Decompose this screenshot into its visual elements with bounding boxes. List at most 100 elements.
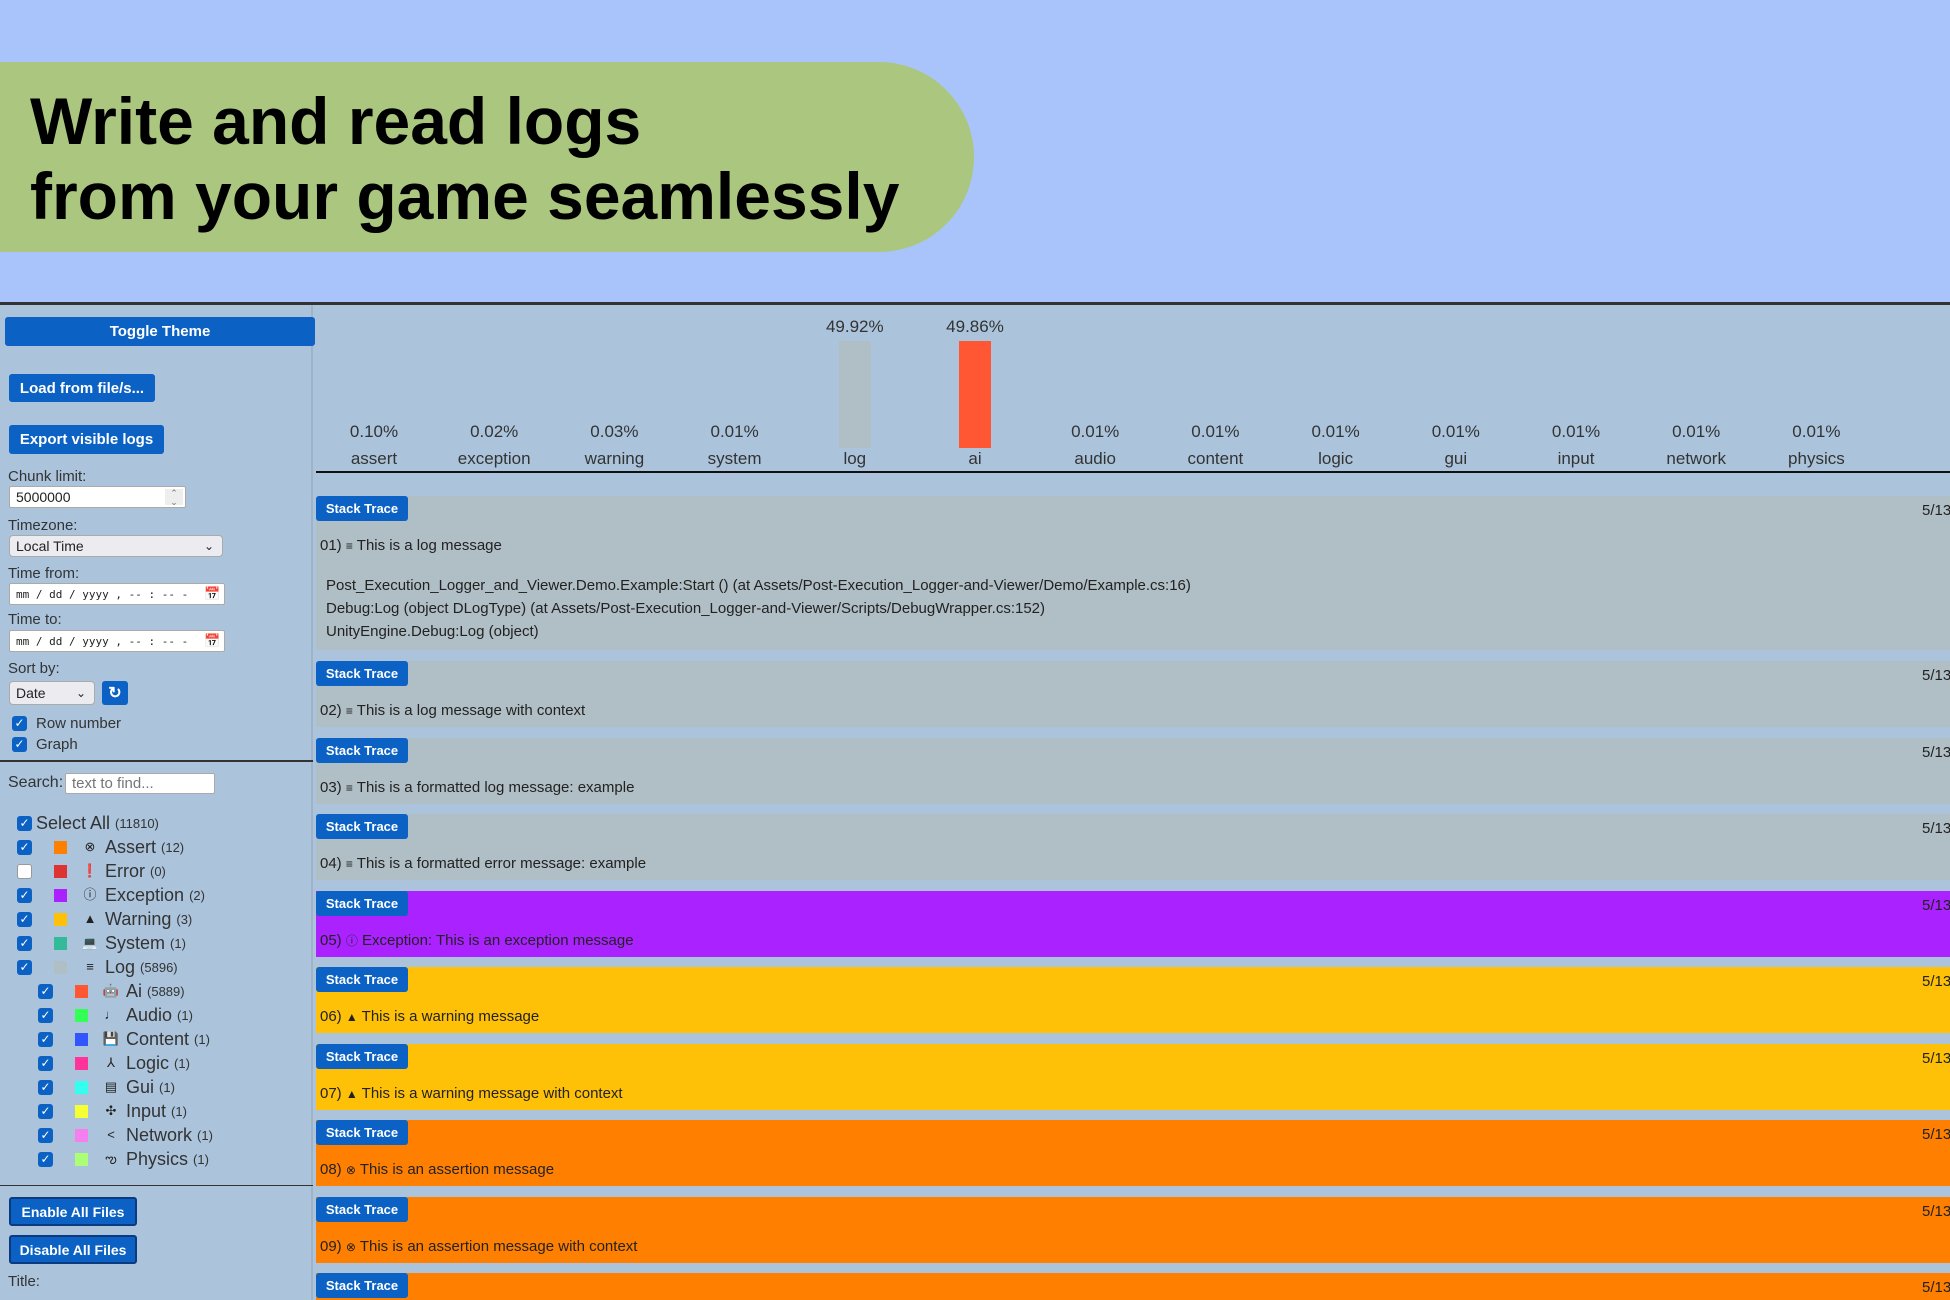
log-timestamp: 5/13 [1922,743,1950,761]
filter-item-logic[interactable]: ✓ ⅄ Logic (1) [38,1052,190,1074]
stack-trace-button[interactable]: Stack Trace [316,1196,408,1222]
chunk-limit-label: Chunk limit: [8,468,87,485]
checkbox-checked[interactable]: ✓ [17,839,32,855]
checkbox-checked[interactable]: ✓ [38,1055,53,1071]
chart-category-label: exception [457,449,531,468]
color-swatch [54,912,67,926]
filter-item-system[interactable]: ✓ 💻 System (1) [17,932,186,954]
toggle-theme-button[interactable]: Toggle Theme [5,317,315,346]
log-timestamp: 5/13 [1922,502,1950,519]
log-entry: Stack Trace 5/13 07) ▲ This is a warning m… [316,1043,1950,1110]
load-files-button[interactable]: Load from file/s... [9,374,155,402]
filter-count: (2) [189,887,205,903]
select-all-checkbox[interactable]: ✓ Select All (11810) [17,812,159,834]
checkbox-checked[interactable]: ✓ [12,716,27,731]
sort-by-label: Sort by: [8,660,60,677]
stack-trace-button[interactable]: Stack Trace [316,496,408,521]
graph-checkbox[interactable]: ✓ Graph [12,736,78,753]
disable-all-files-button[interactable]: Disable All Files [9,1235,137,1264]
log-text: This is a log message with context [356,702,586,719]
color-swatch [54,936,67,950]
chunk-limit-input[interactable]: 5000000 ⌃ ⌄ [9,486,186,508]
checkbox-checked[interactable]: ✓ [17,935,32,951]
sort-by-select[interactable]: Date ⌄ [9,681,95,705]
stack-trace-button[interactable]: Stack Trace [316,661,408,686]
refresh-button[interactable]: ↻ [102,681,128,705]
filter-count: (1) [194,1031,210,1047]
checkbox-checked[interactable]: ✓ [38,1127,53,1143]
calendar-icon[interactable]: 📅 [204,586,220,601]
filter-item-exception[interactable]: ✓ ⓘ Exception (2) [17,884,205,906]
checkbox-checked[interactable]: ✓ [38,1079,53,1095]
checkbox-checked[interactable]: ✓ [38,1103,53,1119]
filter-item-warning[interactable]: ✓ ▲ Warning (3) [17,908,192,930]
log-entry: Stack Trace 5/13 09) ⊗ This is an assertio… [316,1196,1950,1263]
calendar-icon[interactable]: 📅 [204,633,220,648]
filter-item-network[interactable]: ✓ < Network (1) [38,1124,213,1146]
chunk-limit-value: 5000000 [16,489,71,505]
checkbox-checked[interactable]: ✓ [38,1007,53,1023]
row-number: 01) [320,537,342,554]
timezone-select[interactable]: Local Time ⌄ [9,535,223,557]
color-swatch [75,984,88,998]
filter-item-error[interactable]: ❗ Error (0) [17,860,166,882]
filter-item-ai[interactable]: ✓ 🤖 Ai (5889) [38,980,185,1002]
checkbox-unchecked[interactable] [17,863,32,879]
chart-value-label: 0.02% [470,422,519,441]
row-number-checkbox[interactable]: ✓ Row number [12,715,121,732]
time-to-input[interactable]: mm / dd / yyyy , -- : -- - 📅 [9,630,225,652]
log-text: This is a formatted error message: examp… [356,855,647,872]
checkbox-checked[interactable]: ✓ [12,737,27,752]
export-logs-button[interactable]: Export visible logs [9,425,164,454]
chart-value-label: 0.10% [349,422,399,441]
filter-item-assert[interactable]: ✓ ⊗ Assert (12) [17,836,184,858]
enable-all-files-button[interactable]: Enable All Files [9,1197,137,1226]
circle-x-icon: ⊗ [345,1239,356,1254]
stack-trace-button[interactable]: Stack Trace [316,1273,408,1298]
log-entry: Stack Trace 5/13 03) ≡ This is a formatted… [316,737,1950,804]
stack-trace-button[interactable]: Stack Trace [316,967,408,992]
chart-value-label: 0.01% [1311,422,1360,441]
checkbox-checked[interactable]: ✓ [17,815,32,831]
chart-value-label: 0.01% [1792,422,1841,441]
color-swatch [75,1032,88,1046]
chart-value-label: 0.01% [1191,422,1240,441]
checkbox-checked[interactable]: ✓ [38,1031,53,1047]
log-timestamp: 5/13 [1922,1126,1950,1143]
filter-label: Gui [126,1076,155,1097]
log-timestamp: 5/13 [1922,973,1950,990]
filter-item-physics[interactable]: ✓ ఌ Physics (1) [38,1148,209,1170]
physics-icon: ఌ [105,1151,117,1166]
checkbox-checked[interactable]: ✓ [17,959,32,975]
stack-trace-button[interactable]: Stack Trace [316,1120,408,1145]
filter-item-gui[interactable]: ✓ ▤ Gui (1) [38,1076,175,1098]
checkbox-checked[interactable]: ✓ [17,911,32,927]
checkbox-checked[interactable]: ✓ [38,983,53,999]
log-text: This is a warning message with context [361,1084,623,1102]
stack-trace-button[interactable]: Stack Trace [316,890,408,916]
stack-trace-button[interactable]: Stack Trace [316,1043,408,1069]
search-input[interactable] [65,773,215,794]
select-all-label: Select All [36,812,111,833]
filter-label: Warning [105,908,172,929]
filter-item-content[interactable]: ✓ 💾 Content (1) [38,1028,210,1050]
row-number: 02) [320,702,342,719]
time-from-input[interactable]: mm / dd / yyyy , -- : -- - 📅 [9,583,225,605]
filter-count: (0) [150,863,166,879]
stack-trace-line: UnityEngine.Debug:Log (object) [326,623,539,640]
spinner-arrows-icon[interactable]: ⌃ ⌄ [165,489,183,507]
stack-trace-button[interactable]: Stack Trace [316,737,408,763]
color-swatch [75,1080,88,1094]
chart-bar-log [838,341,871,448]
color-swatch [54,960,67,974]
log-message: 01) ≡ This is a log message [320,537,502,554]
filter-item-input[interactable]: ✓ ✣ Input (1) [38,1100,187,1122]
stack-trace-button[interactable]: Stack Trace [316,814,408,839]
checkbox-checked[interactable]: ✓ [38,1151,53,1167]
log-entry: Stack Trace 5/13 05) ⓘ Exception: This is … [316,890,1950,957]
filter-item-log[interactable]: ✓ ≡ Log (5896) [17,956,178,978]
sort-by-value: Date [16,685,46,701]
log-timestamp: 5/13 [1922,820,1950,837]
checkbox-checked[interactable]: ✓ [17,887,32,903]
filter-item-audio[interactable]: ✓ ♩ Audio (1) [38,1004,193,1026]
